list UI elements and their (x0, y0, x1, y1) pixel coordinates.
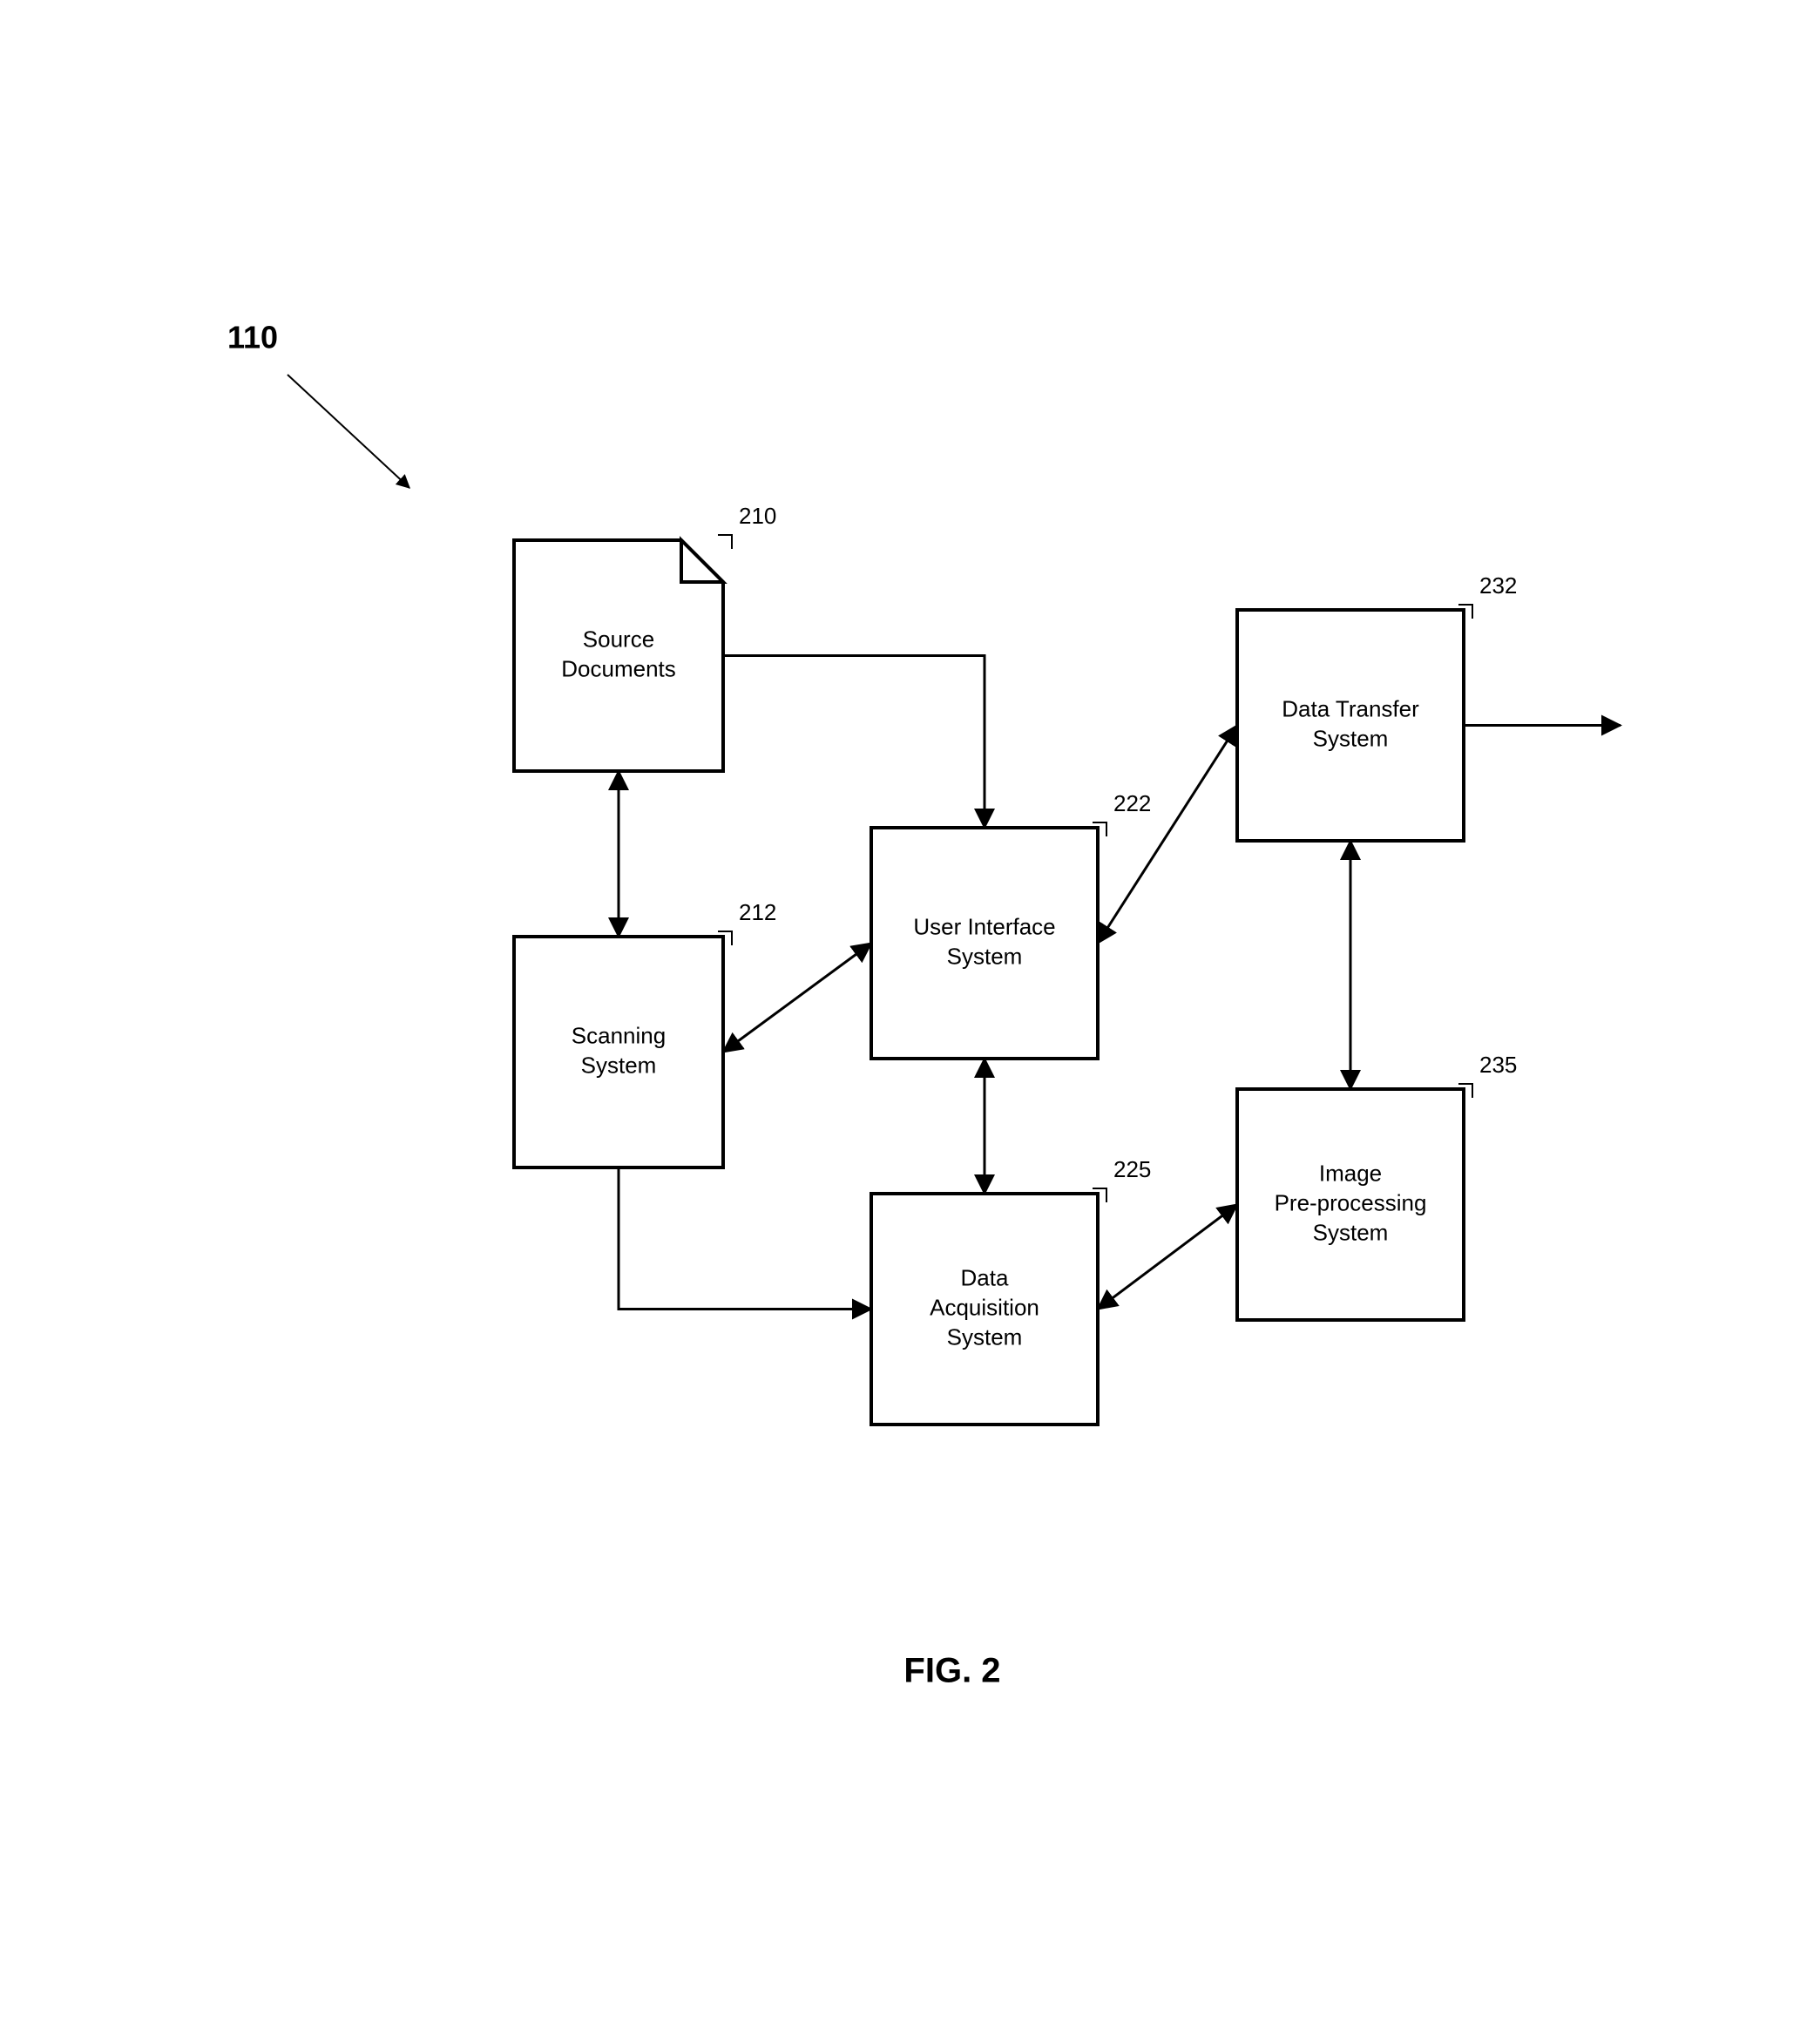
node-scanning: Scanning System 212 (514, 899, 776, 1168)
node-source_docs: Source Documents 210 (514, 503, 776, 771)
ref-data_transfer: 232 (1479, 572, 1517, 599)
ref-source_docs: 210 (739, 503, 776, 529)
ref-scanning: 212 (739, 899, 776, 925)
ref-image_preproc: 235 (1479, 1052, 1517, 1078)
node-data_transfer: Data Transfer System 232 (1237, 572, 1517, 841)
node-image_preproc: Image Pre-processing System 235 (1237, 1052, 1517, 1320)
node-data_transfer-label-1: System (1313, 725, 1389, 751)
node-image_preproc-label-0: Image (1319, 1160, 1382, 1186)
system-ref: 110 (227, 320, 278, 355)
diagram-canvas: Source Documents 210 Scanning System 212 User … (0, 0, 1800, 2044)
figure-label: FIG. 2 (903, 1652, 1000, 1690)
system-ref-leader (288, 375, 409, 488)
node-source_docs-label-1: Documents (561, 655, 676, 681)
node-image_preproc-label-1: Pre-processing (1275, 1189, 1427, 1215)
node-data_transfer-label-0: Data Transfer (1282, 695, 1419, 721)
edge-2 (1098, 726, 1237, 944)
node-source_docs-label-0: Source (583, 626, 654, 652)
node-data_acq-label-1: Acquisition (930, 1294, 1039, 1320)
node-ui_system-label-1: System (947, 943, 1023, 969)
node-data_acq: Data Acquisition System 225 (871, 1156, 1151, 1425)
node-scanning-label-1: System (581, 1052, 657, 1078)
ref-data_acq: 225 (1113, 1156, 1151, 1182)
edge-1 (723, 944, 871, 1052)
node-data_acq-label-2: System (947, 1323, 1023, 1350)
node-scanning-label-0: Scanning (572, 1022, 666, 1048)
node-ui_system-label-0: User Interface (913, 913, 1055, 939)
edge-5 (1098, 1205, 1237, 1310)
edge-7 (619, 1168, 871, 1310)
node-data_acq-label-0: Data (961, 1264, 1009, 1290)
ref-ui_system: 222 (1113, 790, 1151, 816)
edge-6 (723, 656, 985, 829)
node-image_preproc-label-2: System (1313, 1219, 1389, 1245)
